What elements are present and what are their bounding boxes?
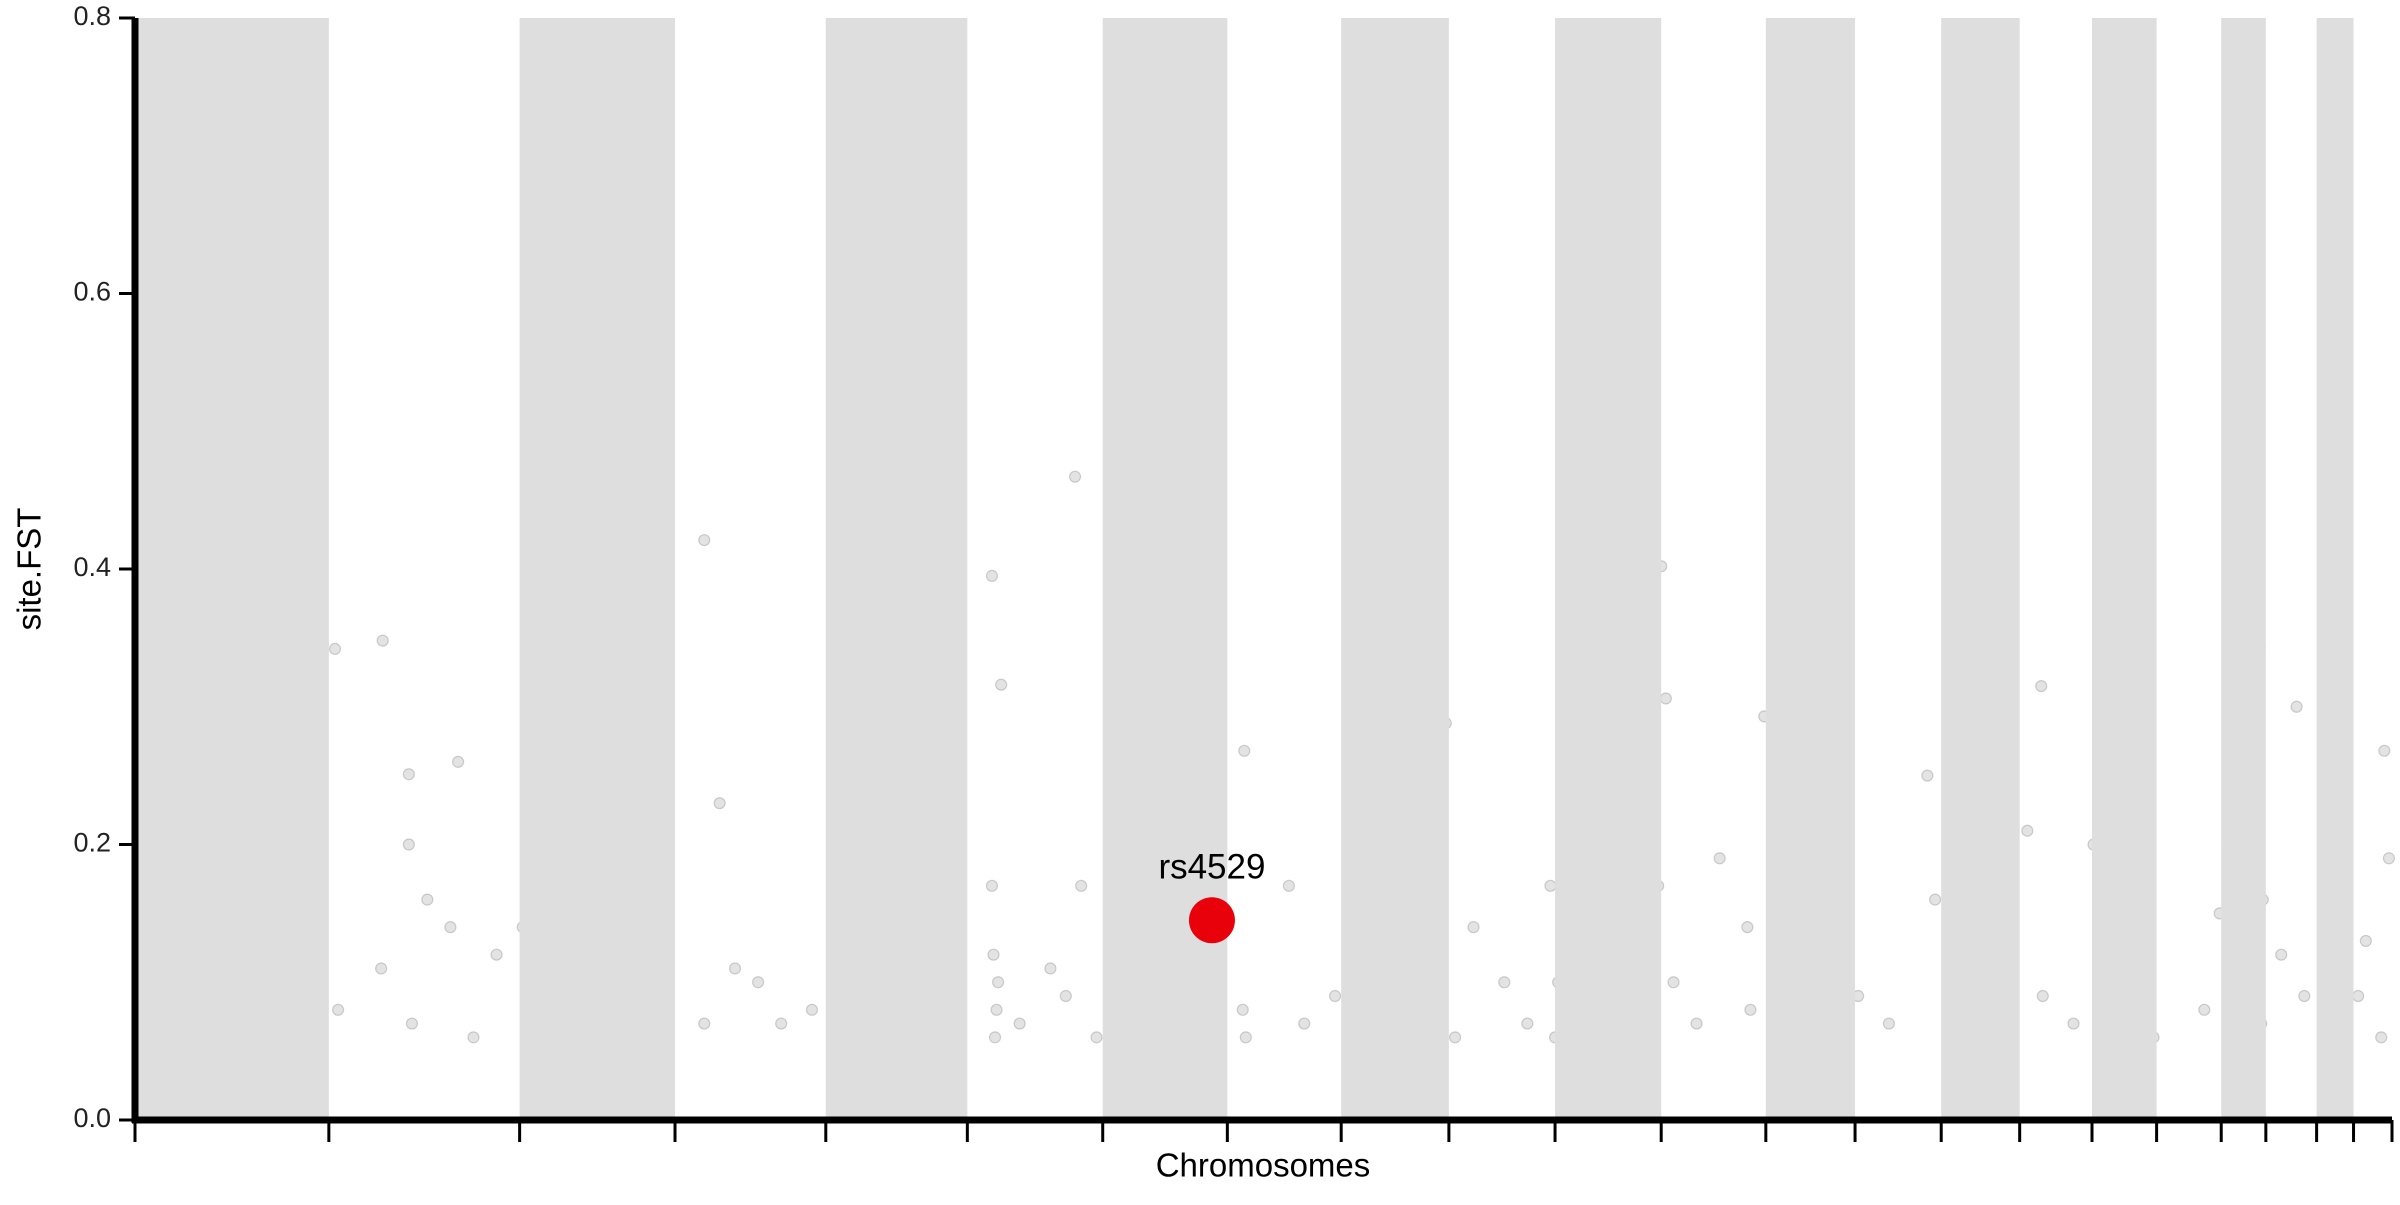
snp-point: [1498, 976, 1511, 989]
snp-point: [1667, 976, 1680, 989]
snp-point: [988, 1031, 1002, 1044]
snp-point: [490, 948, 503, 961]
snp-point: [375, 962, 388, 975]
chromosome-band: [2221, 18, 2266, 1120]
snp-point: [2298, 989, 2311, 1003]
highlight-point: [1188, 897, 1235, 944]
snp-point: [1690, 1017, 1703, 1030]
snp-point: [1282, 879, 1295, 892]
snp-point: [995, 678, 1008, 691]
snp-point: [698, 1017, 711, 1030]
x-axis-label: Chromosomes: [1156, 1147, 1371, 1184]
snp-point: [1075, 879, 1088, 892]
snp-point: [451, 755, 465, 768]
chromosome-band: [825, 18, 968, 1120]
snp-point: [331, 1003, 345, 1016]
snp-point: [1013, 1017, 1026, 1030]
chromosome-band: [1555, 18, 1662, 1120]
snp-point: [1882, 1017, 1896, 1030]
snp-point: [402, 838, 415, 851]
snp-point: [421, 893, 434, 906]
snp-point: [2290, 700, 2303, 713]
y-tick-label: 0.6: [73, 277, 111, 307]
snp-point: [444, 921, 457, 934]
snp-point: [1544, 879, 1557, 892]
snp-point: [1744, 1003, 1757, 1016]
snp-point: [987, 948, 1000, 961]
snp-point: [1298, 1017, 1311, 1030]
snp-point: [376, 634, 389, 647]
y-tick-label: 0.4: [73, 552, 111, 582]
snp-point: [2198, 1003, 2211, 1016]
snp-point: [751, 976, 765, 989]
snp-point: [1059, 989, 1072, 1003]
snp-point: [698, 533, 711, 547]
chromosome-band: [135, 18, 329, 1120]
snp-point: [2352, 989, 2365, 1003]
snp-point: [992, 976, 1005, 989]
snp-point: [2021, 824, 2034, 837]
snp-point: [1659, 692, 1672, 705]
snp-point: [1236, 1003, 1249, 1016]
snp-point: [728, 962, 742, 975]
snp-point: [1467, 921, 1480, 934]
y-tick-label: 0.2: [73, 828, 111, 858]
snp-point: [2035, 679, 2048, 693]
snp-point: [2359, 934, 2372, 948]
chromosome-band: [1765, 18, 1856, 1120]
y-tick-label: 0.8: [73, 1, 111, 31]
snp-point: [402, 768, 415, 781]
snp-point: [2275, 948, 2288, 961]
chromosome-band: [1102, 18, 1228, 1120]
chromosome-band: [2316, 18, 2354, 1120]
snp-point: [1068, 470, 1082, 483]
snp-point: [2378, 744, 2391, 757]
snp-point: [1448, 1031, 1462, 1044]
chromosome-band: [1941, 18, 2020, 1120]
snp-point: [405, 1017, 419, 1030]
snp-point: [1521, 1017, 1534, 1030]
chromosome-band: [2091, 18, 2157, 1120]
snp-point: [1921, 769, 1934, 782]
snp-point: [1044, 962, 1057, 975]
chromosome-band: [519, 18, 676, 1120]
snp-point: [713, 797, 726, 810]
snp-point: [2375, 1031, 2388, 1044]
snp-point: [1239, 1031, 1252, 1044]
snp-point: [1928, 893, 1942, 906]
y-tick-label: 0.0: [73, 1103, 111, 1133]
snp-point: [2067, 1017, 2080, 1030]
snp-point: [1328, 989, 1342, 1003]
y-axis-label: site.FST: [11, 508, 48, 631]
snp-point: [775, 1017, 788, 1030]
points: [136, 221, 2396, 1058]
snp-point: [2036, 989, 2049, 1003]
snp-point: [2382, 852, 2396, 865]
snp-point: [1238, 744, 1251, 757]
highlight-label: rs4529: [1158, 848, 1265, 887]
snp-point: [328, 642, 342, 655]
snp-point: [990, 1003, 1003, 1016]
snp-point: [1090, 1031, 1103, 1044]
snp-point: [1741, 921, 1754, 934]
chromosome-band: [1341, 18, 1449, 1120]
snp-point: [985, 879, 999, 892]
snp-point: [1713, 852, 1726, 865]
snp-point: [467, 1031, 480, 1044]
snp-point: [805, 1003, 819, 1016]
snp-point: [985, 569, 999, 582]
